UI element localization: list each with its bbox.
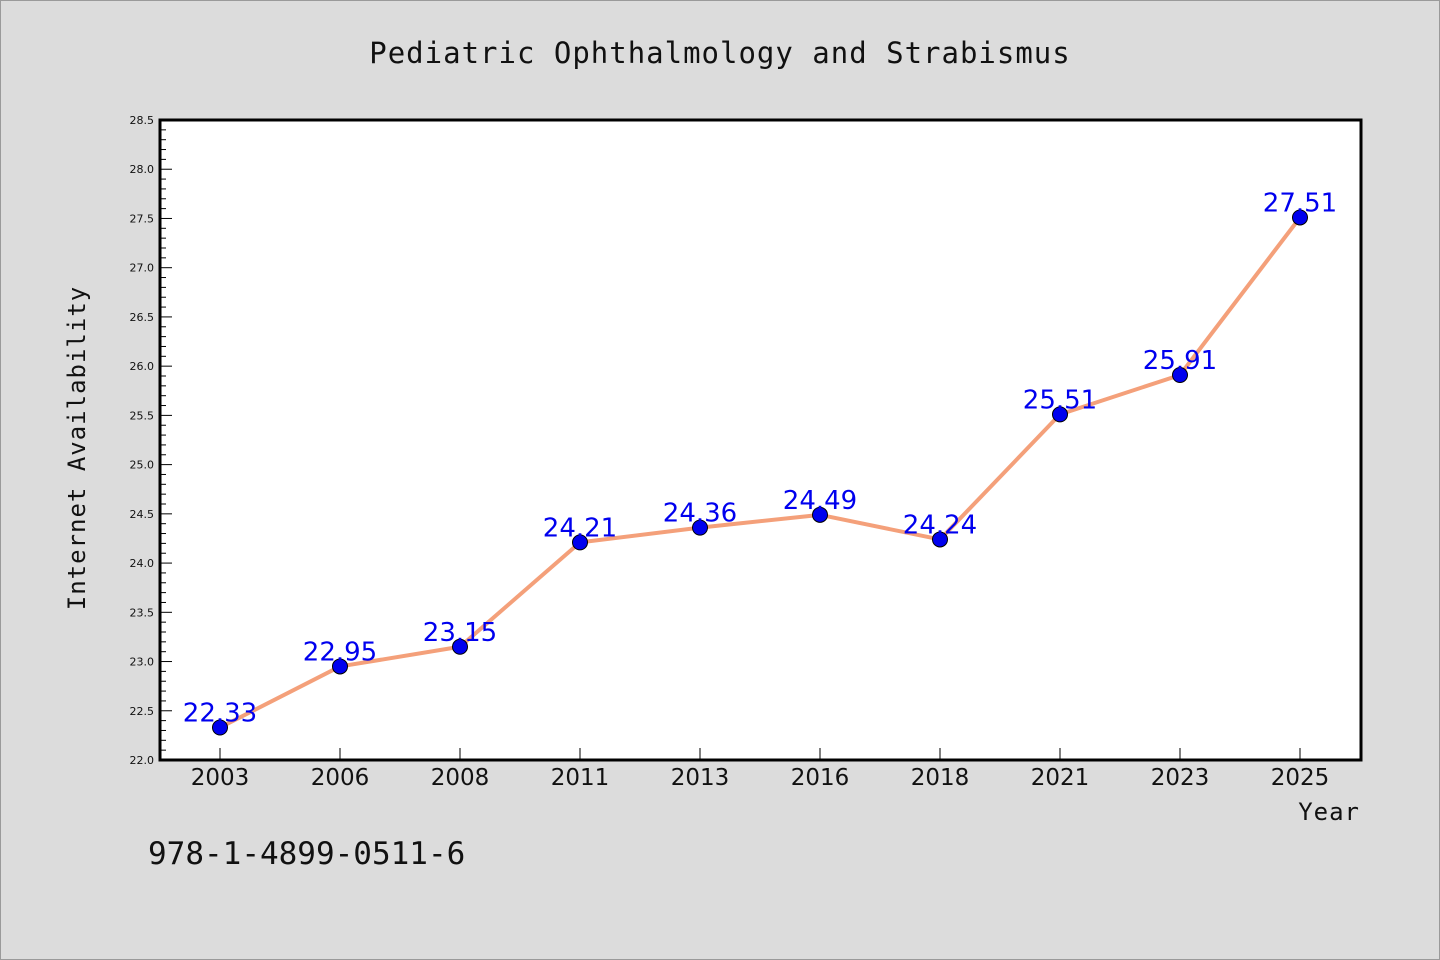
- data-label: 24.24: [903, 510, 977, 540]
- x-axis: 2003 2006 2008 2011 2013 2016 2018 2021 2023 2025: [191, 748, 1330, 791]
- y-tick-label: 22.0: [130, 754, 155, 767]
- x-tick-label: 2016: [791, 765, 850, 791]
- x-tick-label: 2011: [551, 765, 610, 791]
- y-tick-label: 23.0: [130, 656, 155, 669]
- y-tick-label: 27.0: [130, 262, 155, 275]
- plot-area: [158, 118, 1363, 762]
- x-tick-label: 2021: [1031, 765, 1090, 791]
- data-label: 22.33: [183, 699, 257, 729]
- x-axis-label: Year: [1298, 798, 1360, 826]
- x-tick-label: 2018: [911, 765, 970, 791]
- y-axis-label: Internet Availability: [63, 286, 91, 610]
- data-point-marker: [692, 519, 708, 536]
- y-tick-label: 24.5: [130, 508, 155, 521]
- data-label: 27.51: [1263, 188, 1337, 218]
- data-point-marker: [932, 531, 948, 548]
- x-tick-label: 2025: [1271, 765, 1330, 791]
- x-tick-label: 2006: [311, 765, 370, 791]
- isbn-text: 978-1-4899-0511-6: [148, 836, 465, 872]
- series-line: [218, 215, 1302, 730]
- y-tick-label: 28.5: [130, 114, 155, 127]
- data-point-marker: [1052, 406, 1068, 423]
- data-label: 24.49: [783, 486, 857, 516]
- y-tick-label: 27.5: [130, 212, 155, 225]
- data-point-marker: [1172, 367, 1188, 384]
- y-tick-label: 23.5: [130, 606, 155, 619]
- data-label: 24.21: [543, 513, 617, 543]
- x-tick-label: 2003: [191, 765, 250, 791]
- y-tick-label: 28.0: [130, 163, 155, 176]
- data-label: 22.95: [303, 637, 377, 667]
- data-point-marker: [1292, 209, 1308, 226]
- data-point-marker: [572, 534, 588, 551]
- chart-title: Pediatric Ophthalmology and Strabismus: [369, 36, 1070, 70]
- y-axis: 22.0 22.5 23.0 23.5 24.0 24.5 25.0 25.5 26.0 26.5…: [130, 114, 172, 767]
- x-tick-label: 2023: [1151, 765, 1210, 791]
- marker-group: [212, 209, 1308, 736]
- data-label: 25.51: [1023, 385, 1097, 415]
- y-tick-label: 24.0: [130, 557, 155, 570]
- data-label-group: 22.33 22.95 23.15 24.21 24.36 24.49 24.24 25.51…: [183, 188, 1337, 728]
- data-label: 23.15: [423, 618, 497, 648]
- series-line-group: [218, 215, 1302, 730]
- data-point-marker: [332, 658, 348, 675]
- x-tick-label: 2008: [431, 765, 490, 791]
- data-label: 24.36: [663, 499, 737, 529]
- data-point-marker: [812, 506, 828, 523]
- y-tick-label: 26.0: [130, 360, 155, 373]
- y-tick-label: 25.5: [130, 409, 155, 422]
- y-tick-label: 25.0: [130, 459, 155, 472]
- y-tick-label: 26.5: [130, 311, 155, 324]
- x-tick-label: 2013: [671, 765, 730, 791]
- data-point-marker: [452, 638, 468, 655]
- data-point-marker: [212, 719, 228, 736]
- y-tick-label: 22.5: [130, 705, 155, 718]
- data-label: 25.91: [1143, 346, 1217, 376]
